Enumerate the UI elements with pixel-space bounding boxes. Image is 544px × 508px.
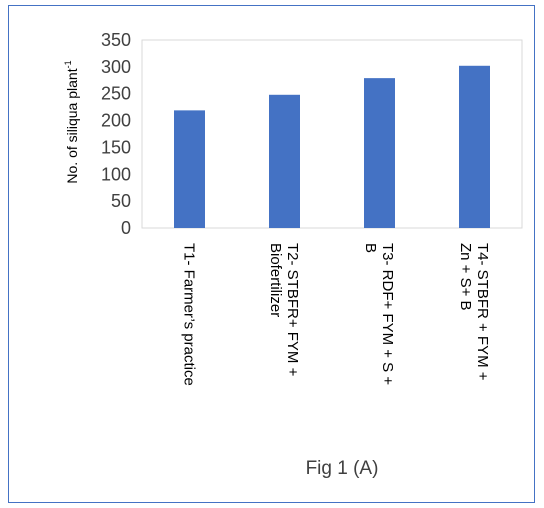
y-tick-label: 0 <box>121 218 131 238</box>
y-tick-label: 100 <box>101 164 131 184</box>
x-category-line: T1- Farmer’s practice <box>181 243 198 386</box>
y-tick-label: 250 <box>101 84 131 104</box>
x-category-line: T4- STBFR + FYM + <box>474 243 491 381</box>
x-category-line: T3- RDF+ FYM + S + <box>379 243 396 385</box>
x-category-line: B <box>362 243 379 253</box>
bar <box>269 94 300 228</box>
y-tick-label: 200 <box>101 111 131 131</box>
x-category-label: T4- STBFR + FYM +Zn + S+ B <box>457 243 491 381</box>
bar <box>364 78 395 228</box>
x-category-line: Zn + S+ B <box>457 243 474 311</box>
x-category-label: T2- STBFR+ FYM +Biofertilizer <box>267 243 301 377</box>
bar <box>174 110 205 228</box>
bar <box>459 65 490 228</box>
y-tick-label: 150 <box>101 137 131 157</box>
figure-caption: Fig 1 (A) <box>306 458 379 479</box>
x-category-label: T1- Farmer’s practice <box>181 243 198 386</box>
y-tick-label: 300 <box>101 57 131 77</box>
chart-frame <box>8 5 535 503</box>
y-tick-label: 350 <box>101 30 131 50</box>
x-category-line: Biofertilizer <box>267 243 284 317</box>
y-tick-label: 50 <box>111 191 131 211</box>
plot-area-border <box>141 39 523 229</box>
y-axis-label: No. of siliqua plant-1 <box>63 60 80 183</box>
x-category-label: T3- RDF+ FYM + S +B <box>362 243 396 385</box>
x-category-line: T2- STBFR+ FYM + <box>284 243 301 377</box>
